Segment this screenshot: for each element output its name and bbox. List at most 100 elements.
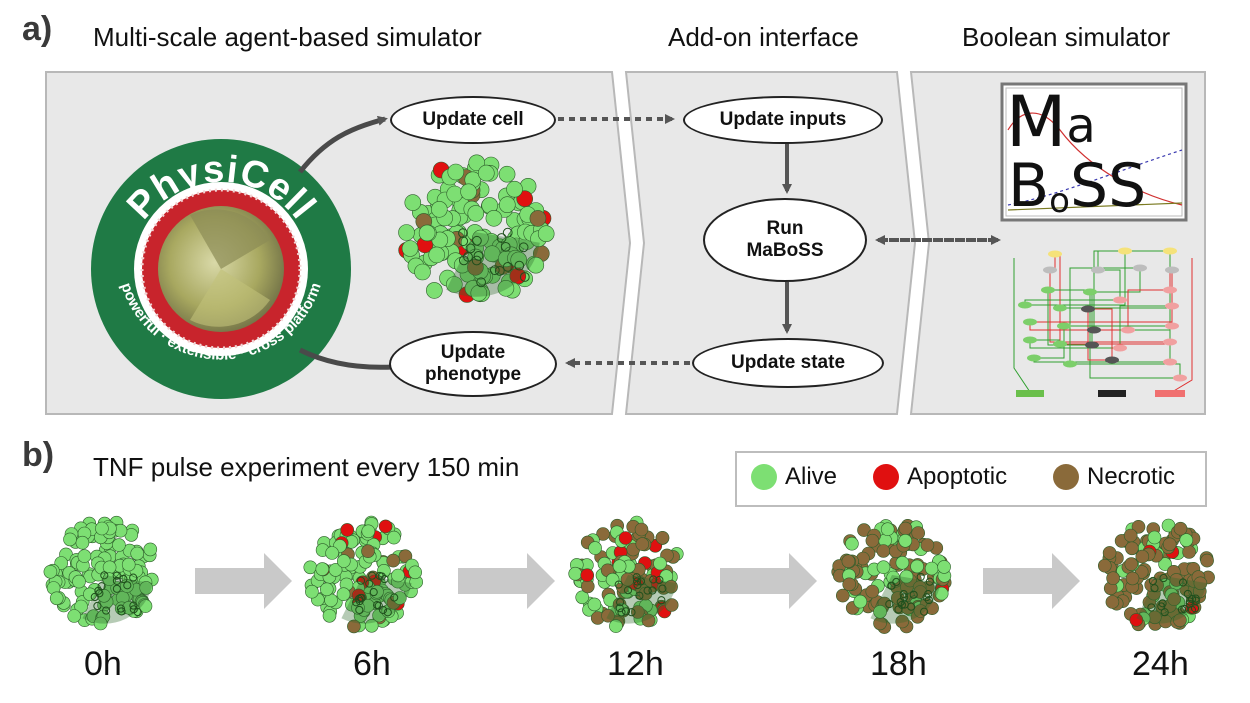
spheroid-cell-ring: [633, 580, 642, 590]
node-maboss-label: MaBoSS: [746, 240, 824, 261]
spheroid-cell: [497, 279, 515, 297]
network-node: [1023, 318, 1037, 326]
spheroid-cell: [1162, 537, 1177, 552]
spheroid-cell: [54, 556, 69, 570]
spheroid-cell: [580, 568, 595, 583]
network-edge: [1090, 268, 1141, 293]
spheroid-cell: [401, 240, 419, 257]
tumor-spheroid: [398, 154, 555, 303]
network-output-nonacd: [1098, 390, 1126, 397]
network-node: [1118, 247, 1132, 255]
network-node: [1113, 344, 1127, 352]
spheroid-cell: [391, 568, 405, 583]
spheroid-cell: [1147, 530, 1162, 545]
legend-dot-alive: [751, 464, 777, 490]
spheroid-cell: [138, 599, 153, 613]
network-node: [1173, 374, 1187, 382]
spheroid-cell: [361, 524, 376, 539]
spheroid-cell-ring: [489, 265, 500, 276]
spheroid-cell-ring: [1147, 603, 1156, 612]
spheroid-cell-ring: [655, 575, 664, 585]
spheroid-cell-ring: [658, 584, 667, 593]
node-run-label: Run: [766, 218, 804, 240]
spheroid-cell: [895, 614, 910, 629]
spheroid-cell: [853, 594, 868, 609]
network-node: [1121, 326, 1135, 334]
spheroid-cell-ring: [518, 242, 529, 253]
spheroid-cell: [325, 546, 339, 560]
legend-dot-apoptotic: [873, 464, 899, 490]
spheroid-cell: [911, 526, 926, 540]
spheroid-cell-ring: [657, 596, 666, 605]
spheroid-cell: [447, 163, 465, 181]
boolean-network: [1013, 247, 1193, 397]
spheroid-cell: [934, 586, 949, 601]
spheroid-cell: [601, 608, 615, 623]
spheroid-cell: [498, 196, 516, 213]
node-update-phenotype: Update phenotype: [389, 331, 557, 397]
node-run-maboss: Run MaBoSS: [703, 198, 867, 282]
spheroid-cell: [845, 536, 859, 551]
spheroid-cell: [1124, 557, 1139, 571]
network-edge: [1070, 363, 1181, 378]
spheroid-cell: [1125, 571, 1140, 586]
spheroid-cell: [139, 581, 153, 595]
spheroid-cell: [1131, 519, 1146, 534]
network-edge: [1093, 250, 1170, 330]
spheroid-cell: [527, 256, 545, 274]
physicell-tagline: powerful · extensible · cross platform: [117, 280, 324, 363]
spheroid-cell: [641, 613, 656, 628]
spheroid-cell: [63, 532, 77, 547]
spheroid-cell: [664, 598, 679, 612]
spheroid-cell: [112, 538, 126, 552]
network-edge: [1049, 270, 1170, 343]
spheroid-cell-ring: [365, 579, 374, 588]
spheroid-cell-ring: [885, 600, 894, 609]
spheroid-cell: [630, 605, 645, 619]
network-edge: [1089, 292, 1180, 379]
spheroid-cell: [873, 604, 887, 619]
node-phenotype-label: phenotype: [424, 364, 522, 385]
spheroid-cell: [130, 546, 144, 561]
node-update-cell-label: Update cell: [422, 109, 524, 131]
spheroid-cell-ring: [496, 233, 507, 243]
network-edge: [1013, 258, 1031, 393]
spheroid-cell: [387, 530, 401, 545]
spheroid-cell: [361, 544, 375, 559]
network-node: [1053, 340, 1067, 348]
spheroid-cell-ring: [472, 235, 482, 246]
spheroid-cell: [653, 556, 667, 571]
physicell-logo: [91, 139, 351, 399]
spheroid-cell-ring: [116, 604, 125, 613]
spheroid-cell: [398, 224, 415, 241]
network-node: [1057, 322, 1071, 330]
network-node: [1113, 296, 1127, 304]
network-edge: [1119, 305, 1172, 348]
spheroid-cell-ring: [632, 573, 641, 582]
spheroid-cell: [880, 522, 895, 537]
spheroid-cell-ring: [123, 581, 132, 590]
spheroid-cell-ring: [356, 576, 366, 585]
spheroid-cell-ring: [1178, 578, 1188, 587]
timepoint-0: 0h: [84, 645, 122, 683]
spheroid-cell: [485, 210, 503, 227]
physicell-name: PhysiCell: [119, 148, 324, 227]
spheroid-cell-ring: [623, 586, 633, 595]
spheroid-cell: [537, 225, 555, 242]
network-node: [1165, 266, 1179, 274]
spheroid-cell: [418, 224, 436, 242]
network-node: [1041, 286, 1055, 294]
spheroid-cell-ring: [112, 571, 121, 580]
spheroid-cell-ring: [458, 236, 469, 247]
spheroid-cell: [336, 554, 351, 568]
timepoint-1: 6h: [353, 645, 391, 683]
network-edge: [1034, 326, 1065, 359]
spheroid-cell: [425, 282, 443, 299]
spheroid-cell-ring: [380, 575, 389, 584]
spheroid-cell: [319, 582, 334, 597]
spheroid-cell-ring: [1158, 599, 1167, 608]
panel-b-label: b): [22, 436, 55, 474]
spheroid-cell-ring: [614, 580, 623, 589]
network-node: [1163, 358, 1177, 366]
